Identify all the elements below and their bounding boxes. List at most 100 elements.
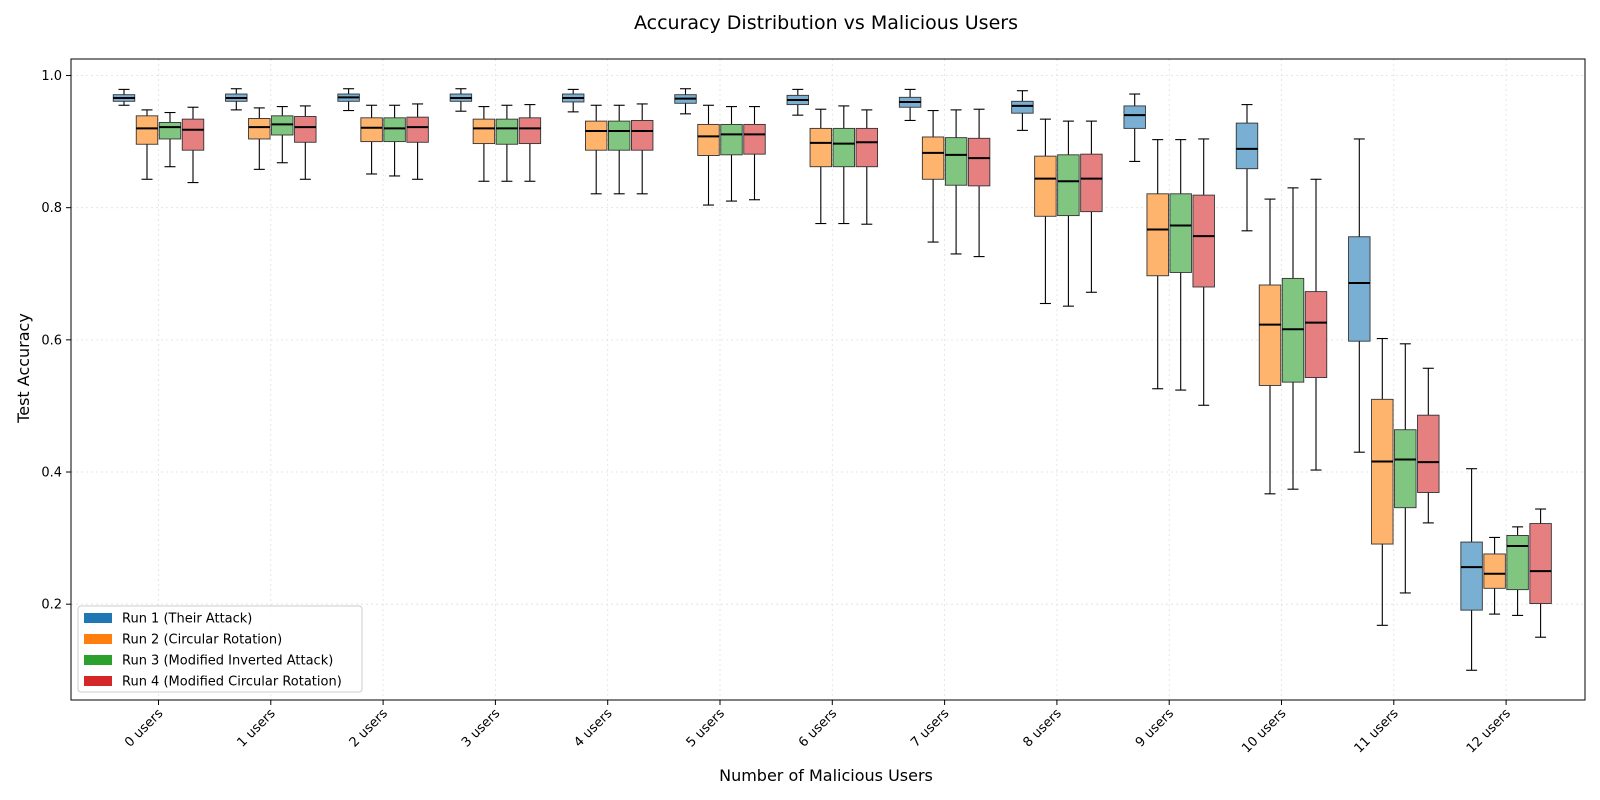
box-body [1394,429,1417,509]
box-body [135,115,159,145]
box-body [181,118,205,151]
box-body [1483,553,1506,589]
box-1-12 [1460,468,1483,671]
box-2-8 [1034,118,1057,305]
box-body [383,117,406,143]
legend-swatch [84,676,112,686]
box-1-1 [225,88,248,111]
box-body [1417,414,1440,493]
box-body [921,136,945,180]
box-body [631,120,654,151]
box-body [855,127,878,168]
legend-swatch [84,634,112,644]
box-body [1235,122,1259,170]
x-tick-label: 0 users [122,706,166,750]
box-3-1 [271,106,294,164]
box-4-4 [631,103,654,195]
box-4-12 [1529,508,1552,638]
box-1-4 [562,88,585,113]
box-body [1057,154,1080,217]
box-3-12 [1506,526,1529,616]
box-body [518,117,542,145]
y-tick-label: 1.0 [41,69,62,84]
box-1-7 [898,88,922,122]
x-tick-label: 2 users [347,706,391,750]
box-1-5 [674,88,697,115]
box-body [697,123,720,156]
plot-frame [70,58,1586,701]
box-body [1506,535,1529,591]
box-4-9 [1192,138,1215,406]
box-body [1169,193,1192,273]
box-1-0 [112,88,136,106]
box-body [1304,291,1328,378]
box-body [832,127,855,168]
box-body [294,116,317,143]
y-tick-label: 0.6 [41,333,62,348]
box-1-6 [786,88,809,116]
box-4-8 [1080,120,1103,293]
box-2-10 [1258,198,1282,495]
box-4-0 [181,106,205,184]
box-2-11 [1371,337,1394,626]
y-tick-label: 0.2 [41,598,62,613]
x-tick-label: 5 users [684,706,728,750]
box-body [1460,541,1483,611]
box-1-11 [1348,138,1371,453]
box-3-9 [1169,139,1192,391]
box-1-3 [449,88,473,112]
box-body [1011,100,1034,114]
box-body [1529,523,1552,604]
box-4-7 [967,108,991,258]
box-body [809,127,832,168]
box-4-6 [855,109,878,225]
box-3-5 [720,106,743,202]
legend-label: Run 4 (Modified Circular Rotation) [122,675,342,690]
box-3-8 [1057,120,1080,307]
x-tick-label: 10 users [1239,706,1289,756]
box-body [158,121,182,140]
x-tick-label: 12 users [1464,706,1514,756]
x-axis-label: Number of Malicious Users [719,766,933,785]
box-body [248,118,271,140]
x-tick-label: 4 users [571,706,615,750]
box-3-4 [608,104,631,195]
box-body [944,137,968,186]
box-4-1 [294,105,317,180]
box-body [406,116,429,143]
box-2-4 [585,104,608,195]
box-body [720,123,743,156]
box-body [472,118,496,145]
box-3-3 [495,104,519,182]
legend-box [77,605,363,693]
box-2-3 [472,106,496,182]
legend: Run 1 (Their Attack) Run 2 (Circular Rota… [77,605,363,693]
box-2-9 [1146,139,1169,390]
box-2-5 [697,104,720,206]
box-3-0 [158,111,182,168]
box-body [360,117,383,143]
box-4-3 [518,104,542,182]
box-4-2 [406,103,429,180]
box-body [1348,236,1371,342]
box-body [1371,398,1394,545]
x-tick-label: 3 users [459,706,503,750]
y-tick-label: 0.8 [41,201,62,216]
x-tick-label: 9 users [1133,706,1177,750]
box-4-11 [1417,367,1440,524]
box-1-9 [1123,93,1146,162]
box-3-7 [944,109,968,255]
box-body [1192,194,1215,288]
x-tick-label: 6 users [796,706,840,750]
box-2-12 [1483,536,1506,615]
box-body [608,120,631,151]
legend-label: Run 2 (Circular Rotation) [122,633,282,648]
box-2-7 [921,109,945,243]
box-1-8 [1011,90,1034,131]
box-4-10 [1304,178,1328,471]
box-1-10 [1235,104,1259,232]
legend-swatch [84,613,112,623]
box-2-2 [360,104,383,175]
x-tick-label: 8 users [1021,706,1065,750]
legend-label: Run 3 (Modified Inverted Attack) [122,654,333,669]
